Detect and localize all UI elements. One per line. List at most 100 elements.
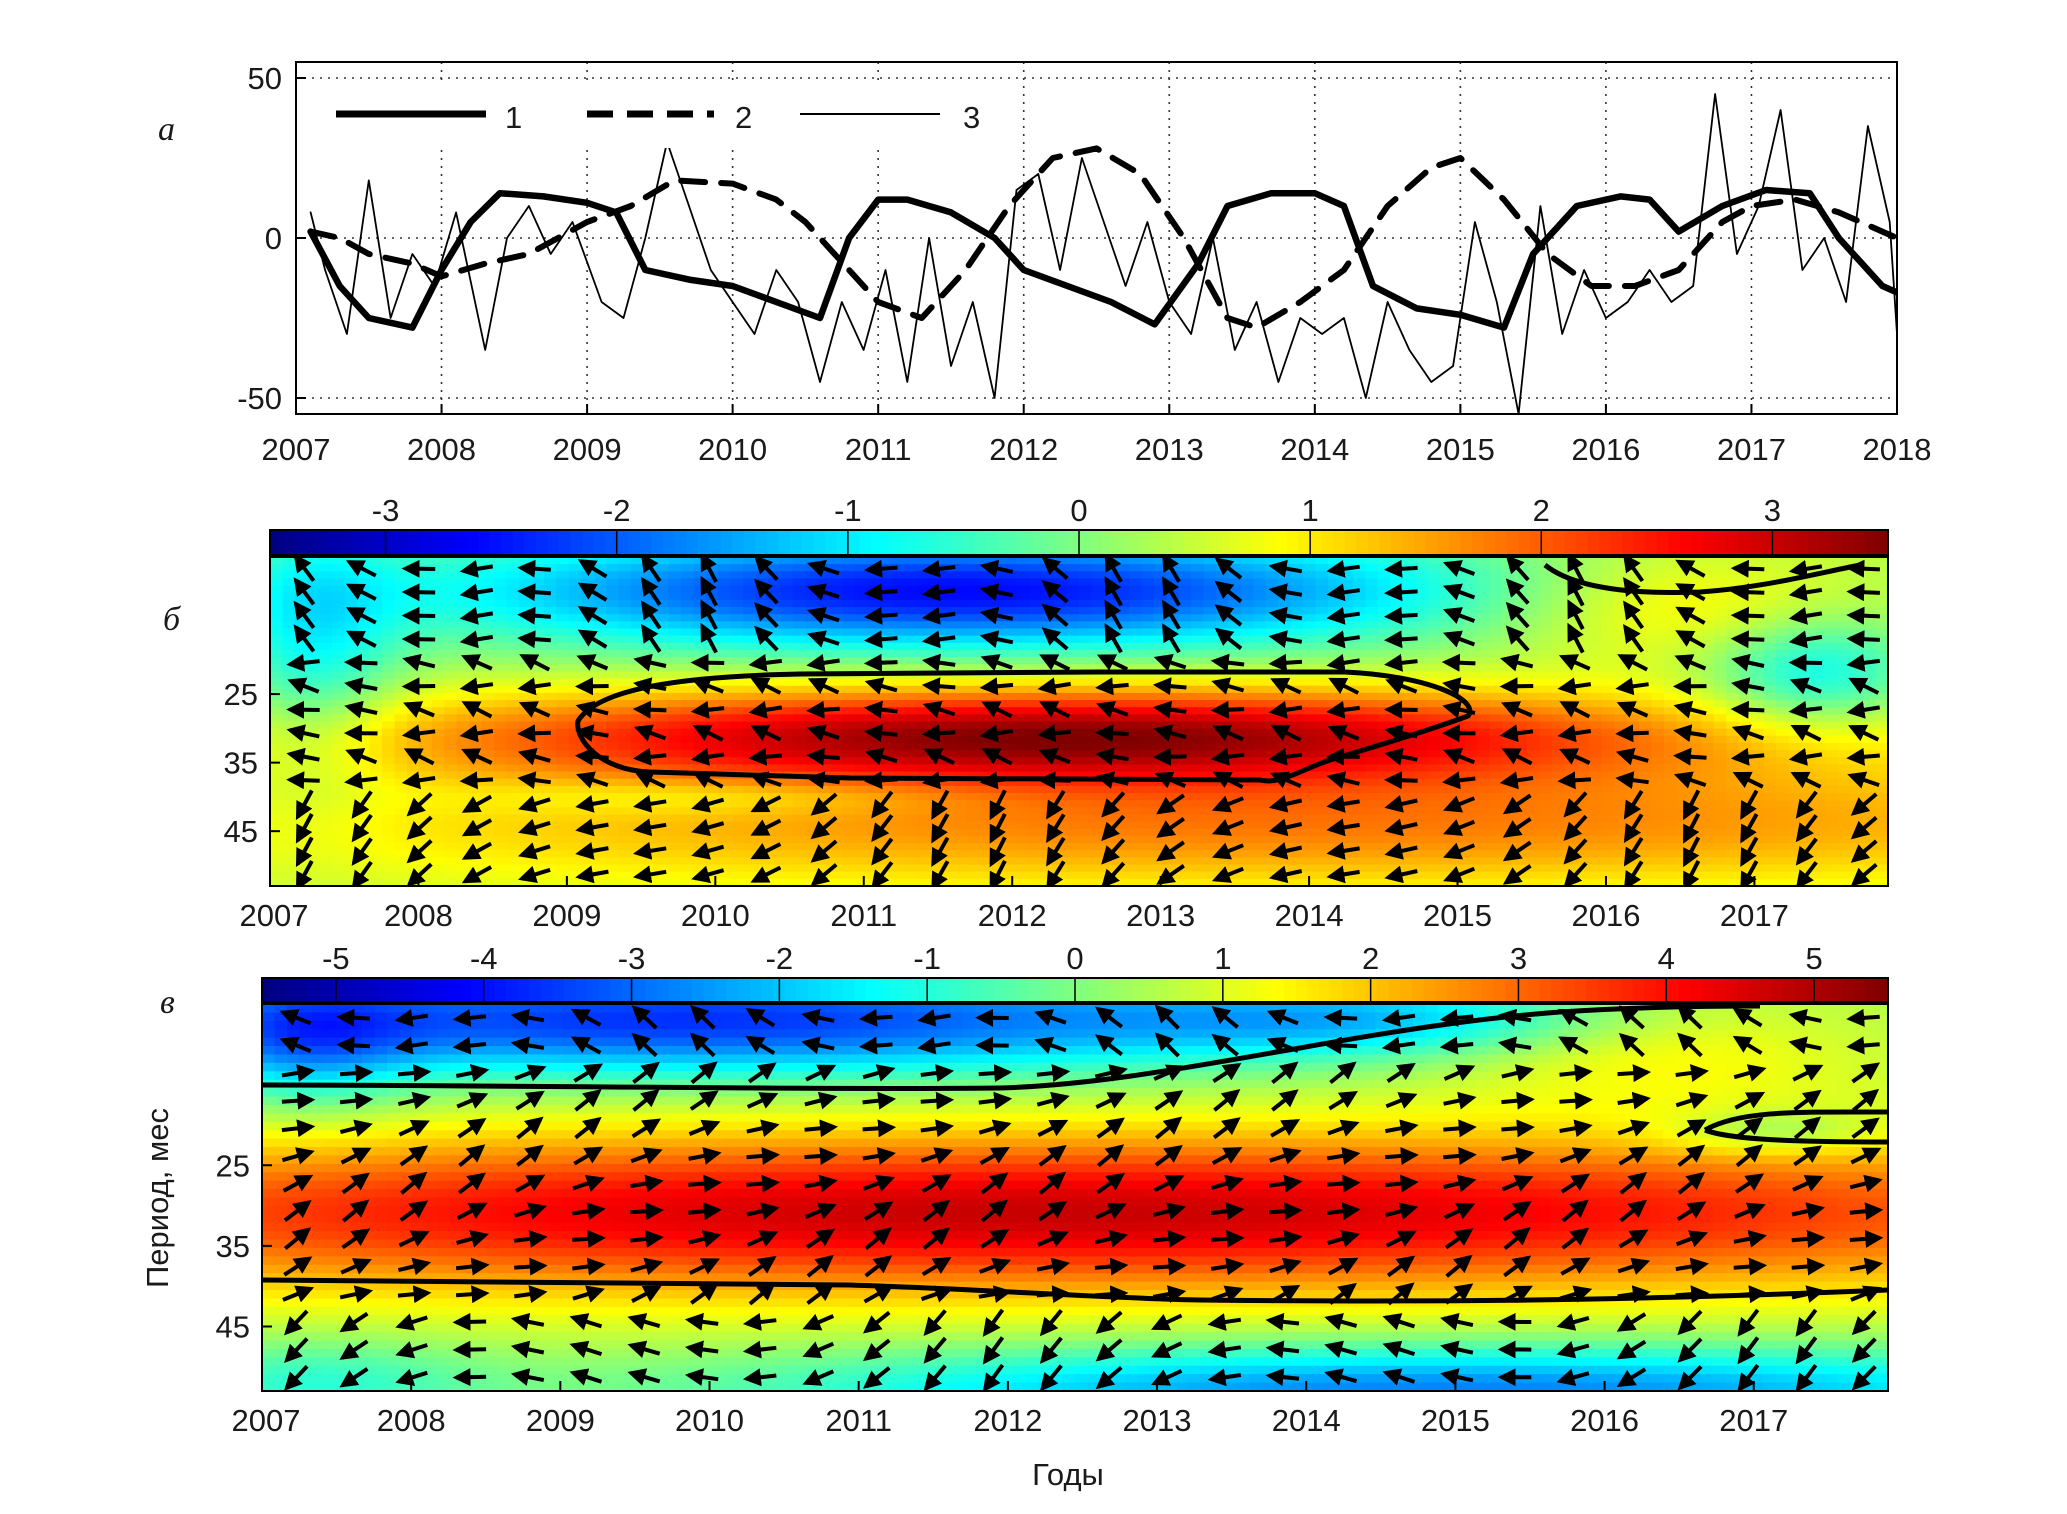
heatmap-cell-b — [606, 714, 620, 723]
heatmap-cell-b — [755, 642, 769, 651]
colorbar-cell — [420, 530, 433, 555]
heatmap-cell-b — [394, 564, 408, 573]
heatmap-cell-b — [1813, 700, 1827, 709]
heatmap-cell-b — [606, 793, 620, 802]
heatmap-cell-b — [606, 742, 620, 752]
heatmap-cell-b — [1253, 757, 1267, 766]
heatmap-cell-b — [319, 764, 334, 773]
heatmap-cell-b — [506, 592, 520, 601]
heatmap-cell-b — [593, 571, 607, 580]
heatmap-cell-b — [929, 571, 943, 580]
heatmap-cell-b — [1651, 599, 1665, 608]
heatmap-cell-b — [817, 599, 831, 608]
heatmap-cell-b — [1315, 599, 1329, 608]
heatmap-cell-b — [1875, 793, 1888, 802]
heatmap-cell-b — [319, 585, 334, 594]
heatmap-cell-b — [444, 685, 458, 694]
heatmap-cell-b — [1576, 628, 1591, 637]
heatmap-cell-b — [954, 592, 968, 601]
colorbar-cell — [1136, 530, 1150, 555]
heatmap-cell-b — [1066, 700, 1080, 709]
heatmap-cell-b — [481, 778, 495, 787]
heatmap-cell-b — [892, 742, 906, 752]
colorbar-cell — [605, 530, 618, 555]
heatmap-cell-b — [1066, 735, 1080, 744]
heatmap-cell-b — [1514, 778, 1528, 787]
heatmap-cell-b — [792, 742, 807, 752]
heatmap-cell-b — [307, 571, 321, 580]
heatmap-cell-b — [1290, 814, 1304, 823]
heatmap-cell-b — [1054, 621, 1068, 630]
heatmap-cell-b — [1091, 757, 1105, 766]
heatmap-cell-b — [1402, 771, 1416, 780]
heatmap-cell-b — [879, 628, 894, 637]
heatmap-cell-b — [531, 714, 545, 723]
x-tick-label: 2017 — [1717, 432, 1786, 467]
heatmap-cell-b — [1838, 649, 1852, 659]
heatmap-cell-b — [1514, 657, 1528, 666]
heatmap-cell-b — [357, 771, 371, 780]
heatmap-cell-b — [1228, 793, 1242, 802]
heatmap-cell-b — [693, 671, 707, 680]
heatmap-cell-b — [1614, 628, 1628, 637]
heatmap-cell-b — [1502, 785, 1516, 794]
heatmap-cell-b — [643, 764, 657, 773]
heatmap-cell-b — [1315, 700, 1329, 709]
heatmap-cell-b — [1116, 592, 1130, 601]
heatmap-cell-b — [1004, 771, 1018, 780]
heatmap-cell-b — [270, 757, 284, 766]
heatmap-cell-b — [469, 578, 483, 587]
heatmap-cell-b — [1551, 707, 1566, 716]
heatmap-cell-b — [1340, 628, 1354, 637]
heatmap-cell-b — [1775, 771, 1790, 780]
heatmap-cell-b — [1178, 714, 1192, 723]
heatmap-cell-b — [1315, 735, 1329, 744]
heatmap-cell-b — [867, 735, 881, 744]
heatmap-cell-b — [892, 714, 906, 723]
heatmap-cell-b — [1377, 785, 1392, 794]
heatmap-cell-b — [1825, 557, 1840, 566]
heatmap-cell-b — [1813, 757, 1827, 766]
heatmap-cell-b — [904, 592, 919, 601]
heatmap-cell-b — [1365, 614, 1379, 623]
heatmap-cell-b — [581, 671, 595, 680]
heatmap-cell-b — [506, 707, 520, 716]
colorbar-cell — [998, 530, 1011, 555]
heatmap-cell-b — [1663, 685, 1678, 694]
heatmap-cell-b — [718, 814, 732, 823]
heatmap-cell-b — [1079, 685, 1093, 694]
x-tick-label: 2015 — [1426, 432, 1495, 467]
heatmap-cell-b — [842, 778, 856, 787]
heatmap-cell-b — [1738, 578, 1752, 587]
heatmap-cell-b — [1352, 728, 1367, 737]
heatmap-cell-b — [319, 564, 334, 573]
heatmap-cell-b — [1527, 793, 1541, 802]
heatmap-cell-b — [456, 742, 471, 752]
heatmap-cell-b — [742, 728, 757, 737]
heatmap-cell-b — [1539, 692, 1553, 701]
heatmap-cell-b — [867, 714, 881, 723]
heatmap-cell-b — [1153, 585, 1168, 594]
heatmap-cell-b — [1178, 685, 1192, 694]
heatmap-cell-b — [1589, 628, 1603, 637]
heatmap-cell-b — [1128, 628, 1143, 637]
colorbar-cell — [466, 530, 479, 555]
heatmap-cell-b — [1415, 642, 1429, 651]
heatmap-cell-b — [1103, 735, 1118, 744]
heatmap-cell-b — [1128, 735, 1143, 744]
heatmap-cell-b — [431, 585, 446, 594]
heatmap-cell-b — [1763, 692, 1777, 701]
heatmap-cell-b — [1825, 721, 1840, 730]
heatmap-cell-b — [1788, 800, 1802, 809]
heatmap-cell-b — [282, 785, 296, 794]
heatmap-cell-b — [1153, 671, 1168, 680]
heatmap-cell-b — [1838, 735, 1852, 744]
heatmap-cell-b — [270, 607, 284, 616]
heatmap-cell-b — [1153, 714, 1168, 723]
heatmap-cell-b — [655, 714, 670, 723]
heatmap-cell-b — [979, 692, 993, 701]
heatmap-cell-b — [892, 557, 906, 566]
heatmap-cell-b — [680, 814, 695, 823]
heatmap-cell-b — [742, 793, 757, 802]
heatmap-cell-b — [568, 607, 583, 616]
